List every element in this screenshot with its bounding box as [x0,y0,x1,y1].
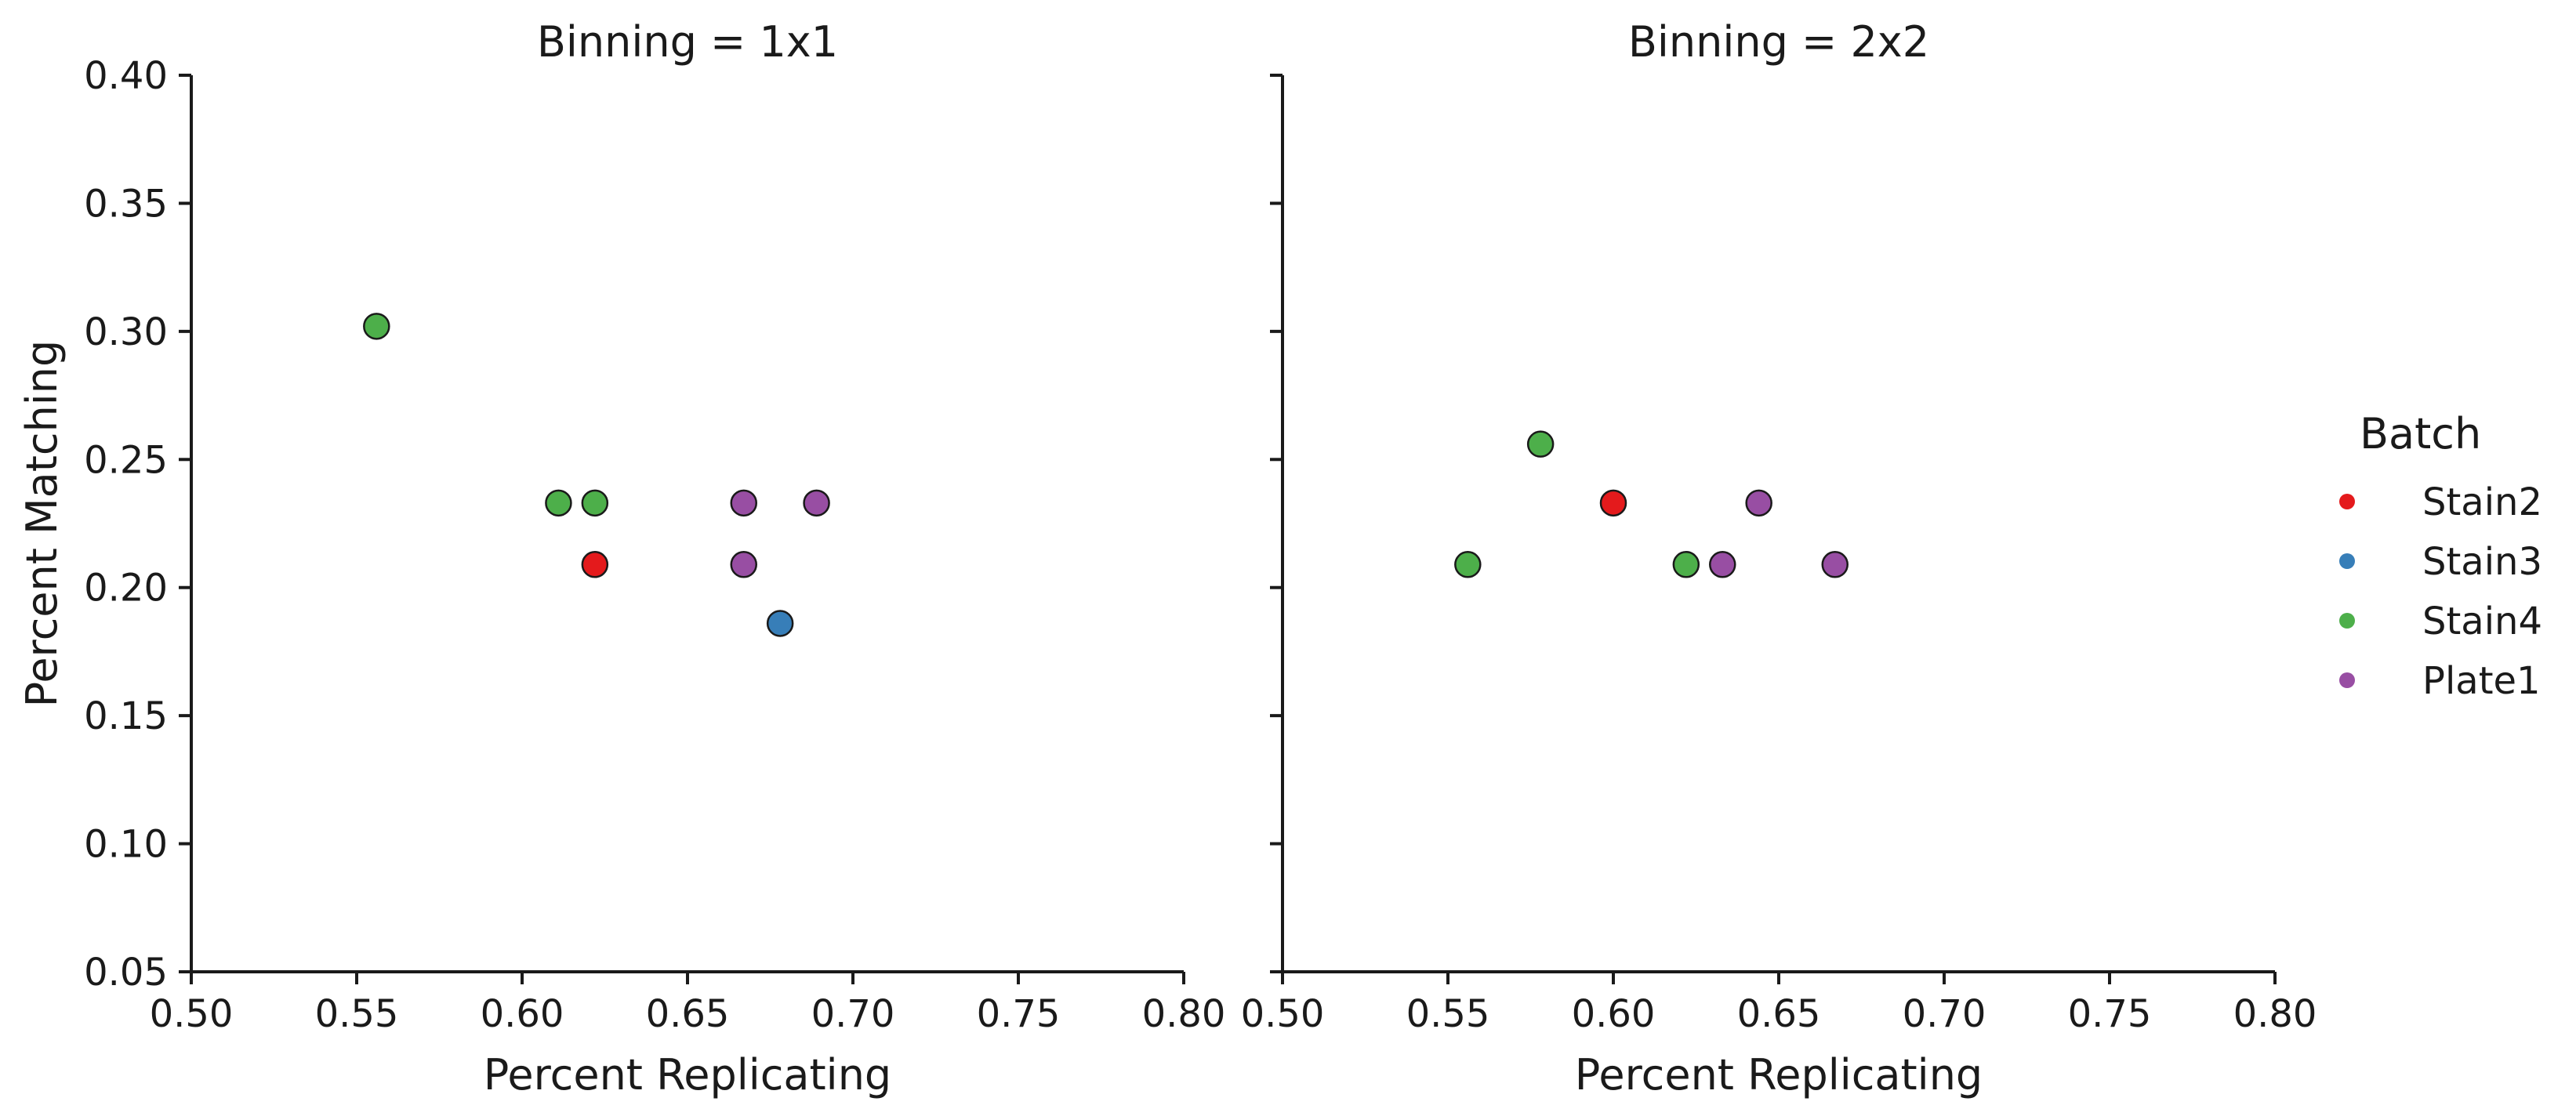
x-tick-label: 0.80 [2233,992,2317,1036]
y-axis-label: Percent Matching [17,340,67,708]
data-point-plate1 [1709,551,1736,578]
x-tick-label: 0.60 [481,992,564,1036]
x-tick-label: 0.70 [1903,992,1986,1036]
panel-title: Binning = 2x2 [1628,17,1929,67]
legend-label: Plate1 [2422,659,2541,703]
legend-item-plate1: Plate1 [2339,659,2541,703]
chart-panels: 0.50 0.55 0.60 0.65 0.70 0.75 0.80 0.05 0.10 0.15… [17,17,2317,1100]
legend-marker [2339,553,2355,569]
legend-title: Batch [2360,409,2481,458]
x-tick-label: 0.75 [977,992,1061,1036]
legend-item-stain3: Stain3 [2339,540,2542,584]
legend: Batch Stain2 Stain3 Stain4 Plate1 [2339,409,2542,703]
legend-label: Stain2 [2422,480,2542,524]
data-point-plate1 [1745,489,1772,517]
x-tick-label: 0.75 [2068,992,2152,1036]
data-point-plate1 [1821,551,1849,578]
data-point-stain4 [1526,430,1555,458]
legend-marker [2339,672,2355,688]
y-tick-label: 0.20 [84,567,168,611]
data-point-stain4 [1454,551,1482,578]
panel-1: 0.50 0.55 0.60 0.65 0.70 0.75 0.80 0.05 0.10 0.15… [84,17,1225,1100]
x-tick-label: 0.70 [811,992,895,1036]
x-axis-label: Percent Replicating [1575,1050,1983,1100]
data-point-stain4 [1672,551,1700,578]
x-tick-label: 0.50 [1241,992,1325,1036]
legend-label: Stain3 [2422,540,2542,584]
legend-item-stain4: Stain4 [2339,600,2542,643]
legend-label: Stain4 [2422,600,2542,643]
x-tick-label: 0.65 [1737,992,1821,1036]
y-tick-label: 0.15 [84,694,168,738]
y-tick-label: 0.10 [84,823,168,867]
legend-item-stain2: Stain2 [2339,480,2542,524]
y-tick-label: 0.05 [84,951,168,995]
data-point-stain4 [581,489,609,517]
data-point-plate1 [730,489,757,517]
x-tick-label: 0.80 [1142,992,1226,1036]
panel-2: 0.50 0.55 0.60 0.65 0.70 0.75 0.80 Binning = 2x… [1241,17,2317,1100]
data-point-plate1 [730,551,757,578]
panel-title: Binning = 1x1 [537,17,838,67]
data-point-stain2 [581,551,609,578]
x-tick-label: 0.65 [646,992,730,1036]
x-axis-label: Percent Replicating [484,1050,891,1100]
data-point-stain3 [766,610,794,637]
x-tick-label: 0.55 [1406,992,1490,1036]
legend-marker [2339,494,2355,509]
x-tick-label: 0.55 [315,992,399,1036]
y-tick-label: 0.30 [84,310,168,354]
x-tick-label: 0.60 [1572,992,1656,1036]
y-tick-label: 0.25 [84,438,168,482]
legend-marker [2339,613,2355,629]
data-point-stain4 [545,489,572,517]
data-point-stain4 [363,313,390,340]
y-tick-label: 0.40 [84,54,168,98]
y-tick-label: 0.35 [84,182,168,226]
data-point-stain2 [1599,489,1627,517]
data-point-plate1 [803,489,830,517]
x-tick-label: 0.50 [150,992,234,1036]
